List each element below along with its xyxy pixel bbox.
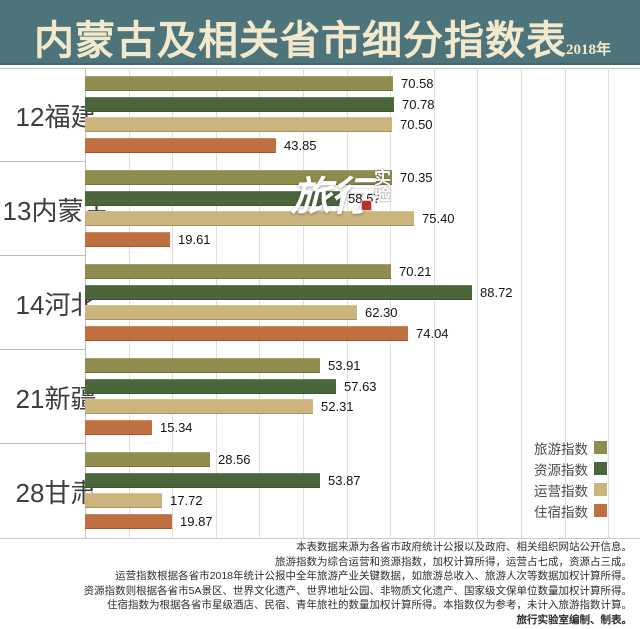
category-label: 12福建 [15,101,97,132]
legend-item: 运营指数 [534,483,607,499]
legend-label: 旅游指数 [534,441,588,457]
category-label: 14河北 [15,289,97,320]
gridline [215,68,217,538]
bar-value-label: 70.50 [400,117,433,132]
bar-value-label: 19.87 [180,513,213,529]
bar-value-label: 58.57 [348,190,381,206]
bar-value-label: 15.34 [160,419,193,435]
footnote-line: 运营指数根据各省市2018年统计公报中全年旅游产业关键数据，如旅游总收入、旅游人… [115,570,632,583]
gridline [259,68,261,538]
legend-swatch [594,504,607,517]
gridline [390,68,392,538]
gridline [303,68,304,538]
bar [85,76,393,91]
bar-value-label: 70.78 [402,96,435,112]
bar-value-label: 17.72 [170,493,203,508]
bar [85,399,313,414]
bar-value-label: 43.85 [284,137,317,153]
category-group-row: 12福建 70.58 70.78 70.50 43.85 [0,68,640,162]
gridline [172,68,174,538]
value-axis-line [85,68,86,538]
category-label: 21新疆 [15,383,97,414]
bar [85,231,170,247]
bar-value-label: 53.91 [328,358,361,373]
bar [85,358,320,373]
gridline [477,68,479,538]
plot-top-border [0,68,640,69]
bar [85,190,340,206]
legend-label: 运营指数 [534,483,588,499]
plot-bottom-border [0,538,640,539]
bar-value-label: 28.56 [218,452,251,467]
bar [85,284,472,300]
bar-value-label: 74.04 [416,325,449,341]
category-group-row: 28甘肃 28.56 53.87 17.72 19.87 [0,444,640,538]
gridline [564,68,566,538]
bar [85,264,391,279]
page-title: 内蒙古及相关省市细分指数表 [34,18,567,63]
footnotes: 本表数据来源为各省市政府统计公报以及政府、相关组织网站公开信息。旅游指数为综合运… [84,540,632,628]
bar [85,378,336,394]
bar [85,96,394,112]
legend-swatch [594,483,607,496]
category-label: 28甘肃 [15,477,97,508]
bar [85,211,414,226]
bar-value-label: 57.63 [344,378,377,394]
bar-value-label: 75.40 [422,211,455,226]
category-separator [0,443,85,444]
category-separator [0,349,85,350]
gridline [346,68,348,538]
year-label: 2018年 [566,42,612,58]
bar [85,493,162,508]
category-separator [0,161,85,162]
bar [85,170,392,185]
bar-value-label: 70.35 [400,170,433,185]
footnote-line: 旅游指数为综合运营和资源指数，加权计算所得，运营占七成，资源占三成。 [275,555,632,568]
bar-chart-plot-area: 12福建 70.58 70.78 70.50 43.85 13内蒙古 70.35 58.57 7… [0,68,640,538]
bar-value-label: 70.58 [401,76,434,91]
gridline [128,68,130,538]
bar-value-label: 88.72 [480,284,513,300]
category-separator [0,255,85,256]
gridline [521,68,522,538]
category-group-row: 13内蒙古 70.35 58.57 75.40 19.61 [0,162,640,256]
legend-item: 旅游指数 [534,441,607,457]
credit-line: 旅行实验室编制、制表。 [516,613,633,626]
legend-label: 住宿指数 [534,504,588,520]
bar-value-label: 19.61 [178,231,211,247]
chart-legend: 旅游指数资源指数运营指数住宿指数 [534,441,607,525]
title-banner: 内蒙古及相关省市细分指数表 2018年 [0,0,640,65]
bar [85,137,276,153]
bar [85,419,152,435]
legend-label: 资源指数 [534,462,588,478]
bar-value-label: 53.87 [328,472,361,488]
bar [85,117,392,132]
gridline [608,68,610,538]
bar-value-label: 62.30 [365,305,398,320]
footnote-line: 住宿指数为根据各省市星级酒店、民宿、青年旅社的数量加权计算所得。本指数仅为参考，… [107,599,632,612]
bar [85,325,408,341]
legend-item: 住宿指数 [534,504,607,520]
legend-item: 资源指数 [534,462,607,478]
bar-value-label: 70.21 [399,264,432,279]
bar [85,452,210,467]
legend-swatch [594,441,607,454]
footnote-line: 资源指数则根据各省市5A景区、世界文化遗产、世界地址公园、非物质文化遗产、国家级… [83,584,632,597]
bar [85,513,172,529]
bar [85,305,357,320]
legend-swatch [594,462,607,475]
category-group-row: 21新疆 53.91 57.63 52.31 15.34 [0,350,640,444]
category-group-row: 14河北 70.21 88.72 62.30 74.04 [0,256,640,350]
footnote-line: 本表数据来源为各省市政府统计公报以及政府、相关组织网站公开信息。 [296,541,632,553]
bar-value-label: 52.31 [321,399,354,414]
gridline [433,68,435,538]
bar [85,472,320,488]
